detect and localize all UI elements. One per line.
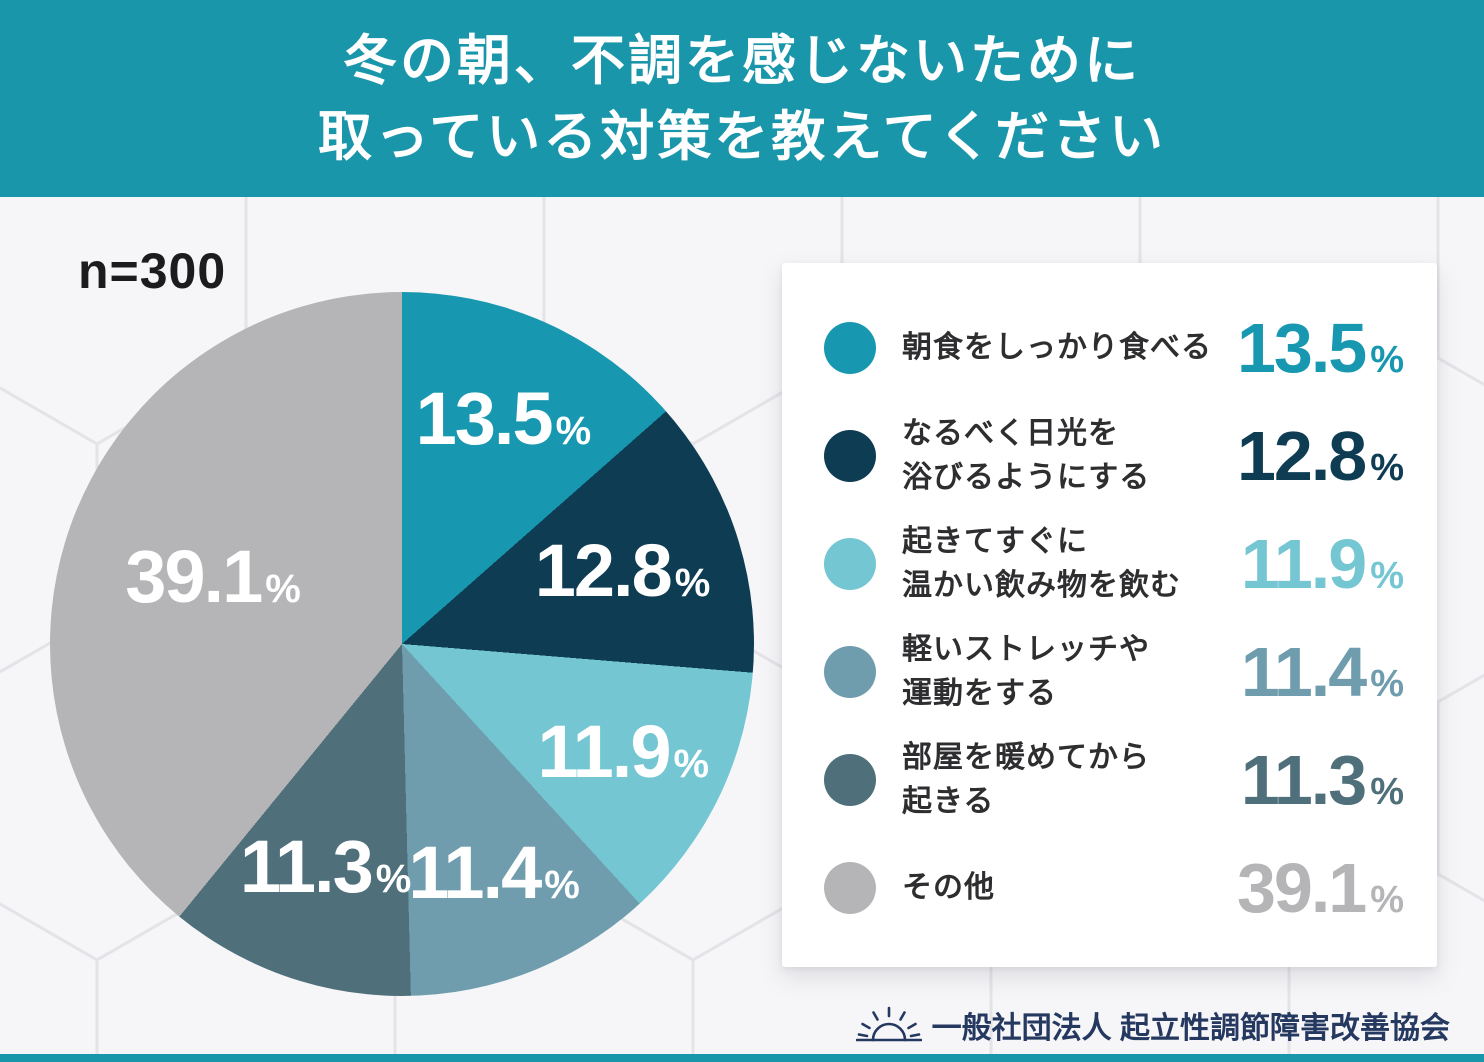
pie-slice-value: 11.3 (239, 825, 374, 909)
pie-slice-label: 11.3% (240, 830, 412, 904)
organization-name: 一般社団法人 起立性調節障害改善協会 (931, 1012, 1450, 1045)
percent-sign: % (1370, 555, 1404, 597)
legend-item-value: 11.4% (1241, 637, 1404, 707)
percent-sign: % (1370, 879, 1404, 921)
sample-size-label: n=300 (78, 243, 227, 299)
percent-sign: % (1370, 339, 1404, 381)
percent-sign: % (1370, 663, 1404, 705)
legend-item: 部屋を暖めてから 起きる 11.3% (824, 726, 1404, 834)
legend-color-dot (824, 862, 876, 914)
legend-value-number: 11.4 (1240, 633, 1367, 711)
legend-item: なるべく日光を 浴びるようにする 12.8% (824, 402, 1404, 510)
page-title-line1: 冬の朝、不調を感じないために (343, 30, 1141, 91)
percent-sign: % (375, 857, 412, 902)
legend-color-dot (824, 646, 876, 698)
legend-value-number: 13.5 (1236, 309, 1367, 387)
percent-sign: % (1370, 447, 1404, 489)
percent-sign: % (265, 566, 301, 611)
pie-chart: 13.5% 12.8% 11.9% 11.4% 11.3% 39.1% (50, 292, 754, 996)
percent-sign: % (1370, 771, 1404, 813)
legend-item-label: 朝食をしっかり食べる (902, 331, 1212, 364)
legend-item-label: なるべく日光を 浴びるようにする (902, 417, 1151, 494)
pie-slice-label: 39.1% (125, 534, 301, 618)
percent-sign: % (555, 409, 592, 454)
legend-item-label: 部屋を暖めてから 起きる (902, 741, 1150, 818)
pie-slice-label: 12.8% (534, 528, 711, 612)
legend-card: 朝食をしっかり食べる 13.5% なるべく日光を 浴びるようにする 12.8% 起きてすぐ… (782, 263, 1437, 967)
legend-item-value: 13.5% (1237, 313, 1404, 383)
legend-color-dot (824, 754, 876, 806)
legend-item: 朝食をしっかり食べる 13.5% (824, 294, 1404, 402)
pie-slice-label: 13.5% (416, 382, 592, 456)
legend-color-dot (824, 430, 876, 482)
rising-sun-icon (855, 1006, 922, 1042)
pie-slice-label: 11.4% (408, 830, 580, 914)
legend-item: 軽いストレッチや 運動をする 11.4% (824, 618, 1404, 726)
legend-color-dot (824, 322, 876, 374)
pie-slice-value: 12.8 (534, 528, 673, 612)
legend-item: その他 39.1% (824, 834, 1404, 942)
percent-sign: % (673, 742, 710, 787)
percent-sign: % (674, 560, 711, 605)
legend-value-number: 12.8 (1236, 417, 1367, 495)
legend-item: 起きてすぐに 温かい飲み物を飲む 11.9% (824, 510, 1404, 618)
pie-slice-label: 11.9% (538, 715, 710, 789)
legend-value-number: 11.9 (1240, 525, 1367, 603)
page-title-line2: 取っている対策を教えてください (318, 106, 1166, 167)
title-bar: 冬の朝、不調を感じないために 取っている対策を教えてください (0, 0, 1484, 197)
percent-sign: % (544, 862, 580, 907)
legend-value-number: 11.3 (1240, 741, 1367, 819)
legend-item-value: 39.1% (1237, 853, 1404, 923)
legend-item-value: 11.3% (1241, 745, 1404, 815)
legend-color-dot (824, 538, 876, 590)
legend-item-label: 起きてすぐに 温かい飲み物を飲む (902, 525, 1181, 602)
bottom-accent-strip (0, 1054, 1484, 1062)
pie-slice-value: 39.1 (125, 534, 263, 618)
legend-item-value: 11.9% (1241, 529, 1404, 599)
legend-value-number: 39.1 (1236, 849, 1367, 927)
legend-item-label: その他 (902, 871, 995, 904)
pie-slice-value: 11.9 (537, 710, 672, 794)
pie-slice-value: 13.5 (415, 377, 554, 461)
legend-item-value: 12.8% (1237, 421, 1404, 491)
legend-item-label: 軽いストレッチや 運動をする (902, 633, 1150, 710)
pie-slice-value: 11.4 (408, 830, 542, 914)
footer: 一般社団法人 起立性調節障害改善協会 (855, 1002, 1450, 1048)
